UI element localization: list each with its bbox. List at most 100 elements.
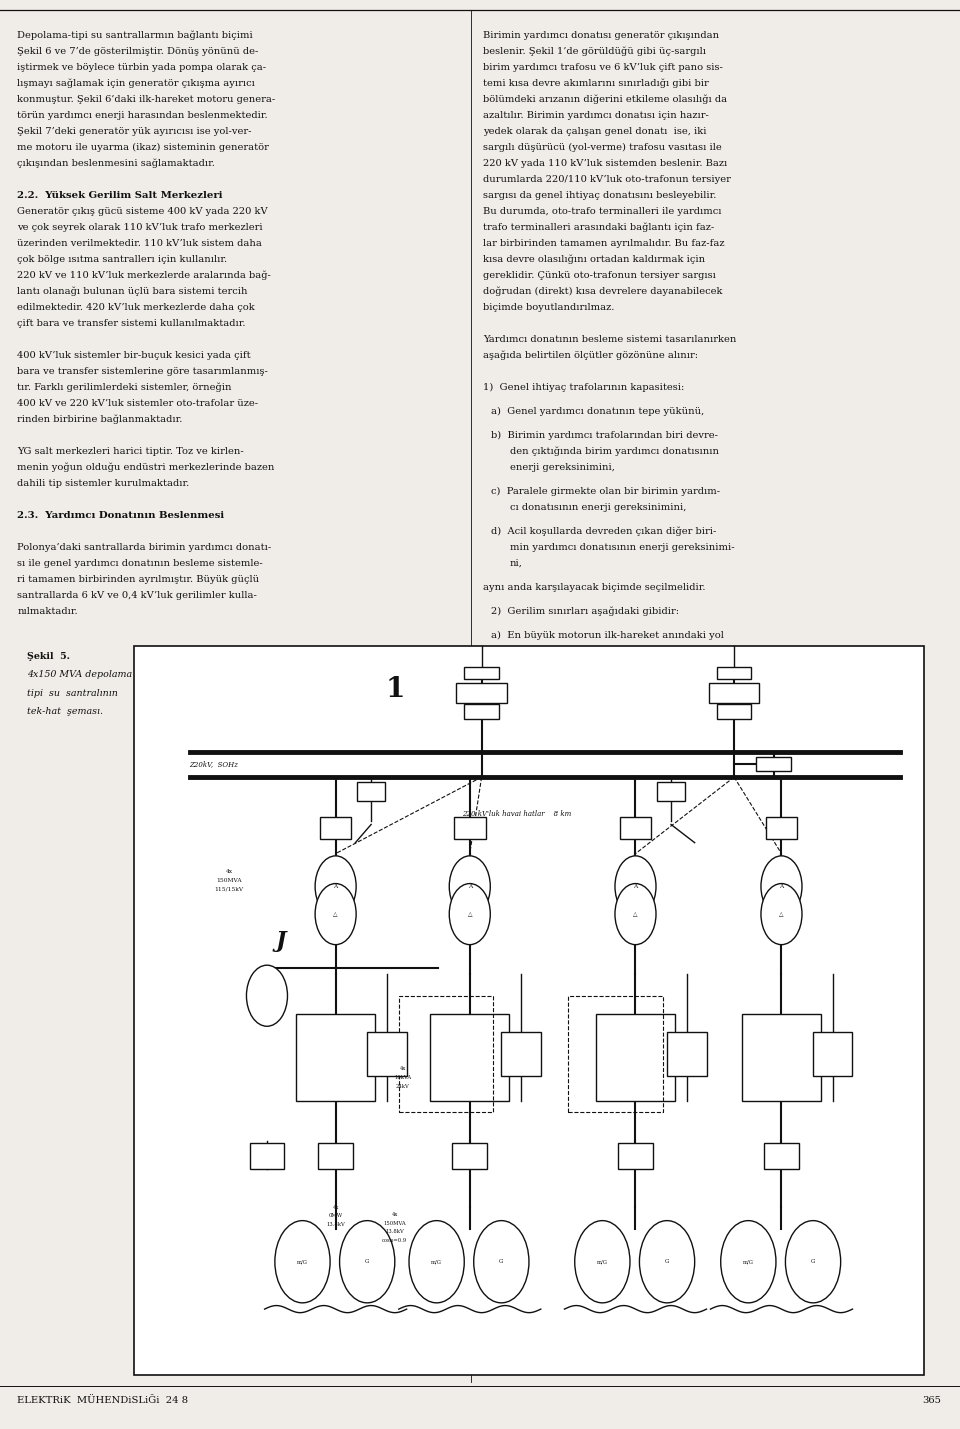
Circle shape: [409, 1220, 465, 1303]
Text: 13.8kV: 13.8kV: [326, 1222, 345, 1228]
Circle shape: [721, 1220, 776, 1303]
Text: temi kısa devre akımlarını sınırladığı gibi bir: temi kısa devre akımlarını sınırladığı g…: [483, 79, 708, 89]
Bar: [398, 996, 493, 1112]
Text: tek-hat  şeması.: tek-hat şeması.: [27, 707, 103, 716]
Circle shape: [315, 883, 356, 945]
Bar: [708, 683, 759, 703]
Text: 150MVA: 150MVA: [216, 877, 242, 883]
Text: tır. Farklı gerilimlerdeki sistemler, örneğin: tır. Farklı gerilimlerdeki sistemler, ör…: [17, 383, 231, 393]
Circle shape: [473, 1220, 529, 1303]
Text: 365: 365: [922, 1396, 941, 1405]
Text: Generatör çıkış gücü sisteme 400 kV yada 220 kV: Generatör çıkış gücü sisteme 400 kV yada…: [17, 207, 268, 216]
Bar: [297, 1015, 375, 1102]
Text: J: J: [276, 930, 286, 952]
Text: 220 kV yada 110 kV’luk sistemden beslenir. Bazı: 220 kV yada 110 kV’luk sistemden besleni…: [483, 159, 727, 167]
Text: 220 kV ve 110 kV’luk merkezlerde aralarında bağ-: 220 kV ve 110 kV’luk merkezlerde araları…: [17, 272, 271, 280]
Text: Şekil 6 ve 7’de gösterilmiştir. Dönüş yönünü de-: Şekil 6 ve 7’de gösterilmiştir. Dönüş yö…: [17, 47, 258, 56]
Bar: [742, 1015, 821, 1102]
Bar: [501, 1032, 540, 1076]
Text: menin yoğun olduğu endüstri merkezlerinde bazen: menin yoğun olduğu endüstri merkezlerind…: [17, 463, 275, 473]
Circle shape: [575, 1220, 630, 1303]
Text: sı ile genel yardımcı donatının besleme sistemle-: sı ile genel yardımcı donatının besleme …: [17, 559, 263, 567]
Bar: [813, 1032, 852, 1076]
Text: YG salt merkezleri harici tiptir. Toz ve kirlen-: YG salt merkezleri harici tiptir. Toz ve…: [17, 447, 244, 456]
Text: a)  Genel yardımcı donatının tepe yükünü,: a) Genel yardımcı donatının tepe yükünü,: [491, 407, 704, 416]
Bar: [568, 996, 663, 1112]
Text: cosφ=0.9: cosφ=0.9: [382, 1238, 407, 1243]
Text: iştirmek ve böylece türbin yada pompa olarak ça-: iştirmek ve böylece türbin yada pompa ol…: [17, 63, 267, 71]
Bar: [717, 667, 752, 679]
Text: cı donatısının enerji gereksinimini,: cı donatısının enerji gereksinimini,: [510, 503, 686, 512]
Text: ni,: ni,: [510, 559, 522, 567]
Text: beslenir. Şekil 1’de görüldüğü gibi üç-sargılı: beslenir. Şekil 1’de görüldüğü gibi üç-s…: [483, 47, 706, 56]
Text: sargısı da genel ihtiyaç donatısını besleyebilir.: sargısı da genel ihtiyaç donatısını besl…: [483, 190, 716, 200]
Circle shape: [761, 883, 802, 945]
Text: çift bara ve transfer sistemi kullanılmaktadır.: çift bara ve transfer sistemi kullanılma…: [17, 319, 246, 327]
Text: d)  Acil koşullarda devreden çıkan diğer biri-: d) Acil koşullarda devreden çıkan diğer …: [491, 527, 716, 536]
Text: ELEKTRiK  MÜHENDiSLiĞi  24 8: ELEKTRiK MÜHENDiSLiĞi 24 8: [17, 1396, 188, 1405]
Text: 2.3.  Yardımcı Donatının Beslenmesi: 2.3. Yardımcı Donatının Beslenmesi: [17, 512, 225, 520]
Circle shape: [315, 856, 356, 917]
Text: A: A: [780, 885, 783, 889]
Text: 10kVA: 10kVA: [395, 1075, 411, 1080]
Text: 4x: 4x: [332, 1205, 339, 1209]
Text: G: G: [811, 1259, 815, 1265]
Text: bara ve transfer sistemlerine göre tasarımlanmış-: bara ve transfer sistemlerine göre tasar…: [17, 367, 268, 376]
Text: Polonya’daki santrallarda birimin yardımcı donatı-: Polonya’daki santrallarda birimin yardım…: [17, 543, 272, 552]
Text: m/G: m/G: [597, 1259, 608, 1265]
Text: lışmayı sağlamak için generatör çıkışma ayırıcı: lışmayı sağlamak için generatör çıkışma …: [17, 79, 255, 89]
Bar: [367, 1032, 407, 1076]
Bar: [456, 683, 507, 703]
Text: Yardımcı donatının besleme sistemi tasarılanırken: Yardımcı donatının besleme sistemi tasar…: [483, 334, 736, 344]
Text: tipi  su  santralının: tipi su santralının: [27, 689, 118, 697]
Text: G: G: [665, 1259, 669, 1265]
Bar: [667, 1032, 707, 1076]
Text: Depolama-tipi su santrallarmın bağlantı biçimi: Depolama-tipi su santrallarmın bağlantı …: [17, 31, 253, 40]
Text: durumlarda 220/110 kV’luk oto-trafonun tersiyer: durumlarda 220/110 kV’luk oto-trafonun t…: [483, 174, 731, 184]
Text: üzerinden verilmektedir. 110 kV’luk sistem daha: üzerinden verilmektedir. 110 kV’luk sist…: [17, 239, 262, 247]
Bar: [452, 1143, 487, 1169]
Bar: [250, 1143, 284, 1169]
Text: Z20kV,  SOHz: Z20kV, SOHz: [190, 760, 239, 767]
Text: ve çok seyrek olarak 110 kV’luk trafo merkezleri: ve çok seyrek olarak 110 kV’luk trafo me…: [17, 223, 263, 231]
Text: m/G: m/G: [431, 1259, 442, 1265]
Text: 1)  Genel ihtiyaç trafolarının kapasitesi:: 1) Genel ihtiyaç trafolarının kapasitesi…: [483, 383, 684, 392]
Text: c)  Paralele girmekte olan bir birimin yardım-: c) Paralele girmekte olan bir birimin ya…: [491, 487, 720, 496]
Bar: [465, 667, 499, 679]
Text: G: G: [365, 1259, 370, 1265]
Text: ri tamamen birbirinden ayrılmıştır. Büyük güçlü: ri tamamen birbirinden ayrılmıştır. Büyü…: [17, 574, 259, 584]
Text: lar birbirinden tamamen ayrılmalıdır. Bu faz-faz: lar birbirinden tamamen ayrılmalıdır. Bu…: [483, 239, 725, 247]
Circle shape: [615, 856, 656, 917]
Bar: [764, 1143, 799, 1169]
Text: enerji gereksinimini,: enerji gereksinimini,: [510, 463, 614, 472]
Text: 400 kV ve 220 kV’luk sistemler oto-trafolar üze-: 400 kV ve 220 kV’luk sistemler oto-trafo…: [17, 399, 258, 407]
Bar: [357, 782, 385, 802]
Text: bölümdeki arızanın diğerini etkileme olasılığı da: bölümdeki arızanın diğerini etkileme ola…: [483, 94, 727, 104]
Bar: [618, 1143, 653, 1169]
Text: △: △: [468, 912, 472, 916]
Text: 4x150 MVA depolama: 4x150 MVA depolama: [27, 670, 132, 679]
Text: trafo terminalleri arasındaki bağlantı için faz-: trafo terminalleri arasındaki bağlantı i…: [483, 223, 714, 233]
Text: yedek olarak da çalışan genel donatı  ise, iki: yedek olarak da çalışan genel donatı ise…: [483, 127, 707, 136]
Text: birim yardımcı trafosu ve 6 kV’luk çift pano sis-: birim yardımcı trafosu ve 6 kV’luk çift …: [483, 63, 723, 71]
Text: 4x: 4x: [399, 1066, 406, 1072]
Bar: [717, 704, 752, 719]
Bar: [134, 646, 924, 1375]
Text: rinden birbirine bağlanmaktadır.: rinden birbirine bağlanmaktadır.: [17, 414, 182, 424]
Bar: [319, 1143, 353, 1169]
Bar: [430, 1015, 509, 1102]
Circle shape: [247, 965, 287, 1026]
Bar: [756, 757, 791, 772]
Text: a)  En büyük motorun ilk-hareket anındaki yol: a) En büyük motorun ilk-hareket anındaki…: [491, 632, 724, 640]
Circle shape: [785, 1220, 841, 1303]
Circle shape: [615, 883, 656, 945]
Text: nılmaktadır.: nılmaktadır.: [17, 607, 78, 616]
Text: b)  Birimin yardımcı trafolarından biri devre-: b) Birimin yardımcı trafolarından biri d…: [491, 432, 717, 440]
Bar: [766, 817, 797, 839]
Text: Bu durumda, oto-trafo terminalleri ile yardımcı: Bu durumda, oto-trafo terminalleri ile y…: [483, 207, 721, 216]
Text: 400 kV’luk sistemler bir-buçuk kesici yada çift: 400 kV’luk sistemler bir-buçuk kesici ya…: [17, 352, 251, 360]
Circle shape: [275, 1220, 330, 1303]
Text: 24kV: 24kV: [396, 1083, 410, 1089]
Text: 2.2.  Yüksek Gerilim Salt Merkezleri: 2.2. Yüksek Gerilim Salt Merkezleri: [17, 190, 223, 200]
Text: 115/15kV: 115/15kV: [214, 887, 244, 892]
